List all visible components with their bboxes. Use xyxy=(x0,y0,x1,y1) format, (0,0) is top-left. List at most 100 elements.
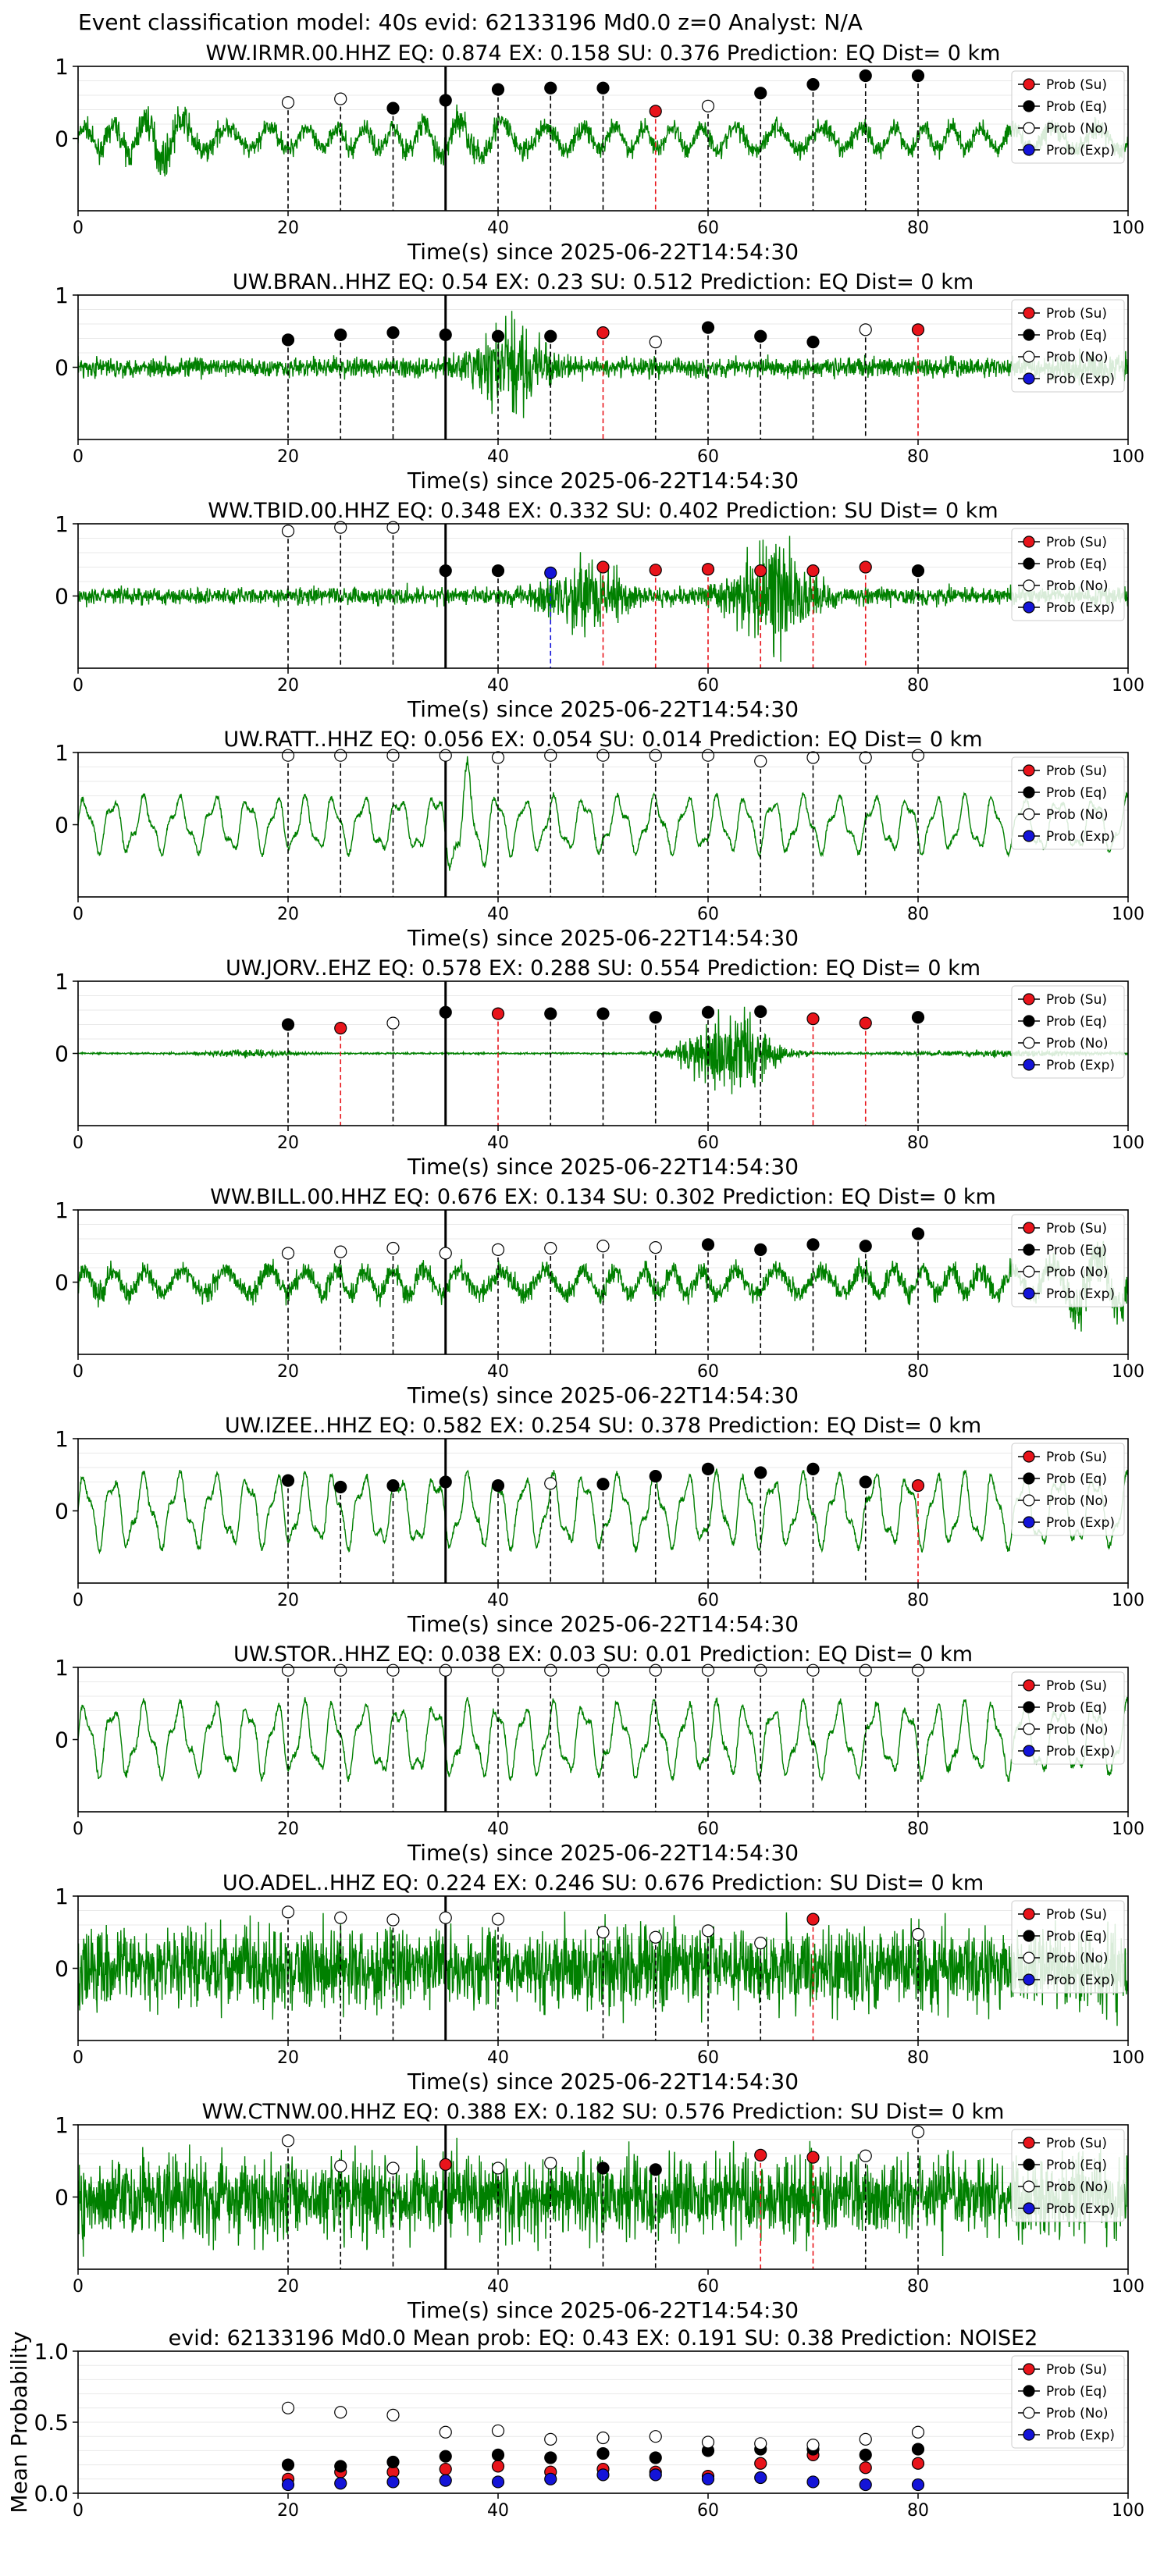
legend-label: Prob (Su) xyxy=(1046,2362,1107,2378)
prob-point-su xyxy=(649,105,662,118)
prob-point-no xyxy=(911,1927,925,1941)
x-axis-label: Time(s) since 2025-06-22T14:54:30 xyxy=(407,696,799,722)
legend-box xyxy=(1011,2129,1125,2222)
prob-point-eq xyxy=(439,564,452,578)
panel-title: UW.IZEE..HHZ EQ: 0.582 EX: 0.254 SU: 0.3… xyxy=(225,1414,981,1438)
x-tick-label: 80 xyxy=(907,1362,929,1382)
x-tick-label: 0 xyxy=(73,2501,84,2521)
mean-prob-point-no xyxy=(596,2431,610,2445)
x-tick-label: 0 xyxy=(73,905,84,924)
legend-marker-su xyxy=(1023,764,1035,777)
figure-suptitle: Event classification model: 40s evid: 62… xyxy=(78,9,863,35)
y-tick-label: 0 xyxy=(55,1956,69,1982)
prob-point-eq xyxy=(281,1018,295,1031)
mean-prob-point-exp xyxy=(491,2475,505,2489)
x-tick-label: 20 xyxy=(277,1820,299,1839)
legend-label: Prob (Exp) xyxy=(1046,1973,1115,1988)
x-tick-label: 80 xyxy=(907,1591,929,1610)
prob-point-no xyxy=(859,751,872,764)
prob-point-no xyxy=(334,1663,347,1677)
mean-prob-point-no xyxy=(491,2424,505,2438)
y-tick-label: 0.5 xyxy=(34,2410,69,2435)
subplot-panels: WW.IRMR.00.HHZ EQ: 0.874 EX: 0.158 SU: 0… xyxy=(6,41,1144,2521)
prob-point-no xyxy=(649,336,662,349)
prob-point-no xyxy=(544,1477,557,1490)
x-tick-label: 20 xyxy=(277,2048,299,2068)
x-axis-label: Time(s) since 2025-06-22T14:54:30 xyxy=(407,1154,799,1179)
x-axis-label: Time(s) since 2025-06-22T14:54:30 xyxy=(407,925,799,951)
mean-prob-point-exp xyxy=(806,2475,820,2489)
prob-point-eq xyxy=(754,1466,767,1479)
prob-point-no xyxy=(754,1663,767,1677)
prob-point-no xyxy=(491,751,505,764)
panel-title: WW.CTNW.00.HHZ EQ: 0.388 EX: 0.182 SU: 0… xyxy=(202,2100,1005,2124)
x-tick-label: 40 xyxy=(487,2048,509,2068)
mean-prob-point-no xyxy=(806,2439,820,2452)
legend-marker-exp xyxy=(1023,1287,1035,1300)
x-tick-label: 0 xyxy=(73,447,84,467)
x-tick-label: 60 xyxy=(697,1820,719,1839)
panel-title: WW.TBID.00.HHZ EQ: 0.348 EX: 0.332 SU: 0… xyxy=(208,499,998,523)
y-tick-label: 1 xyxy=(55,1655,69,1681)
legend-label: Prob (Eq) xyxy=(1046,2158,1107,2173)
x-tick-label: 60 xyxy=(697,447,719,467)
prob-point-no xyxy=(596,1926,610,1939)
prob-point-su xyxy=(649,564,662,577)
legend-box xyxy=(1011,1900,1125,1994)
mean-prob-point-exp xyxy=(911,2478,925,2492)
x-tick-label: 100 xyxy=(1112,2048,1144,2068)
prob-point-eq xyxy=(911,564,925,578)
prob-point-no xyxy=(281,1663,295,1677)
prob-point-eq xyxy=(911,1011,925,1024)
mean-prob-point-no xyxy=(859,2432,872,2446)
y-tick-label: 0 xyxy=(55,584,69,610)
prob-point-su xyxy=(754,2148,767,2161)
legend-label: Prob (No) xyxy=(1046,578,1109,594)
prob-point-eq xyxy=(491,329,505,343)
legend-marker-no xyxy=(1023,1265,1035,1278)
mean-prob-point-no xyxy=(386,2408,400,2421)
prob-point-no xyxy=(754,754,767,768)
prob-point-eq xyxy=(386,1479,400,1493)
prob-point-no xyxy=(859,1663,872,1677)
prob-point-no xyxy=(281,525,295,538)
x-tick-label: 60 xyxy=(697,2277,719,2297)
prob-point-eq xyxy=(859,1240,872,1253)
prob-point-su xyxy=(334,1022,347,1035)
y-tick-label: 1 xyxy=(55,1197,69,1223)
x-tick-label: 80 xyxy=(907,447,929,467)
station-panel-7: UW.IZEE..HHZ EQ: 0.582 EX: 0.254 SU: 0.3… xyxy=(55,1414,1144,1637)
x-axis-label: Time(s) since 2025-06-22T14:54:30 xyxy=(407,1611,799,1637)
x-tick-label: 100 xyxy=(1112,1820,1144,1839)
x-tick-label: 80 xyxy=(907,1133,929,1153)
prob-point-su xyxy=(911,1479,925,1493)
prob-point-no xyxy=(911,2126,925,2139)
x-tick-label: 40 xyxy=(487,2501,509,2521)
station-panel-6: WW.BILL.00.HHZ EQ: 0.676 EX: 0.134 SU: 0… xyxy=(55,1185,1144,1408)
x-tick-label: 80 xyxy=(907,2277,929,2297)
prob-point-eq xyxy=(491,1479,505,1493)
legend-marker-eq xyxy=(1023,786,1035,799)
prob-point-eq xyxy=(439,328,452,341)
legend-label: Prob (Eq) xyxy=(1046,1929,1107,1944)
panel-title: UO.ADEL..HHZ EQ: 0.224 EX: 0.246 SU: 0.6… xyxy=(222,1871,984,1895)
prob-point-no xyxy=(281,749,295,762)
legend-label: Prob (Eq) xyxy=(1046,1243,1107,1258)
legend-marker-no xyxy=(1023,1952,1035,1964)
legend-label: Prob (Su) xyxy=(1046,1907,1107,1923)
x-tick-label: 60 xyxy=(697,2501,719,2521)
legend-marker-no xyxy=(1023,122,1035,134)
y-tick-label: 0 xyxy=(55,1041,69,1067)
prob-point-no xyxy=(596,1240,610,1253)
prob-point-eq xyxy=(649,1469,662,1483)
x-tick-label: 20 xyxy=(277,447,299,467)
x-tick-label: 80 xyxy=(907,676,929,696)
legend-label: Prob (Eq) xyxy=(1046,1700,1107,1716)
prob-point-no xyxy=(439,1911,452,1924)
y-tick-label: 0 xyxy=(55,813,69,838)
x-tick-label: 40 xyxy=(487,1820,509,1839)
legend-label: Prob (Exp) xyxy=(1046,2428,1115,2443)
y-tick-label: 0.0 xyxy=(34,2481,69,2507)
mean-prob-point-eq xyxy=(649,2451,662,2464)
legend-label: Prob (Exp) xyxy=(1046,2201,1115,2217)
